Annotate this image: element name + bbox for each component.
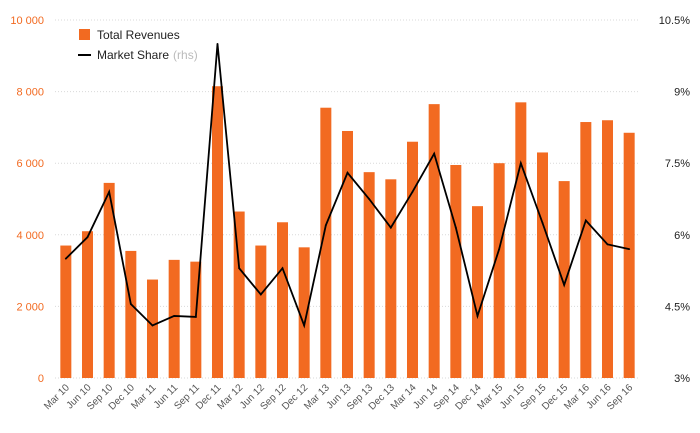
bar-sep-10 <box>103 182 115 378</box>
bar-jun-11 <box>168 259 180 378</box>
legend: Total Revenues Market Share (rhs) <box>78 28 198 62</box>
y2-tick-label-7-5-: 7.5% <box>665 158 690 170</box>
y2-tick-label-10-5-: 10.5% <box>659 15 690 27</box>
legend-label-total-revenues: Total Revenues <box>97 28 180 42</box>
bar-mar-15 <box>493 163 505 378</box>
bar-jun-14 <box>428 104 440 378</box>
y-tick-label-8-000: 8 000 <box>16 87 44 99</box>
line-point-dec-10 <box>129 303 132 305</box>
line-point-dec-15 <box>563 284 566 286</box>
line-point-dec-13 <box>389 226 392 229</box>
line-point-jun-10 <box>86 236 89 239</box>
bar-mar-13 <box>320 107 332 379</box>
x-tick-label-mar-11: Mar 11 <box>129 382 159 412</box>
line-point-mar-16 <box>584 219 587 222</box>
line-point-mar-11 <box>151 324 154 327</box>
bar-sep-15 <box>537 152 548 378</box>
line-point-jun-12 <box>259 293 262 296</box>
legend-swatch-total-revenues <box>79 29 90 40</box>
line-point-jun-15 <box>519 162 522 165</box>
line-point-jun-14 <box>433 152 436 155</box>
bar-sep-12 <box>277 222 288 378</box>
line-point-sep-16 <box>628 248 631 251</box>
legend-label-rhs: (rhs) <box>173 48 198 62</box>
bar-jun-10 <box>82 231 93 378</box>
bar-dec-14 <box>472 206 483 378</box>
line-point-dec-14 <box>476 315 479 317</box>
y-tick-label-6-000: 6 000 <box>16 158 44 170</box>
line-point-sep-10 <box>108 190 111 193</box>
bar-dec-10 <box>125 250 137 378</box>
bar-mar-10 <box>60 245 72 378</box>
bar-sep-14 <box>450 164 462 378</box>
bar-jun-16 <box>602 120 613 379</box>
line-point-sep-14 <box>454 226 457 229</box>
revenue-bars <box>60 86 635 379</box>
bar-dec-11 <box>212 86 223 378</box>
line-point-dec-11 <box>216 42 219 45</box>
bar-sep-13 <box>363 172 375 378</box>
bar-jun-15 <box>515 102 527 378</box>
bar-mar-11 <box>147 279 158 378</box>
y-tick-label-10-000: 10 000 <box>10 15 44 27</box>
line-point-dec-12 <box>303 324 306 327</box>
line-point-mar-14 <box>411 190 414 193</box>
legend-label-market-share: Market Share (rhs) <box>97 48 198 62</box>
line-point-jun-13 <box>346 171 349 174</box>
legend-label-market-share-name: Market Share <box>97 48 169 62</box>
line-point-sep-13 <box>368 198 371 200</box>
line-point-jun-16 <box>606 243 609 246</box>
y2-tick-label-3-: 3% <box>674 373 690 385</box>
market-share-line <box>64 42 631 329</box>
y2-tick-label-9-: 9% <box>674 87 690 99</box>
y-tick-label-4-000: 4 000 <box>16 230 44 242</box>
line-point-jun-11 <box>173 315 176 317</box>
bar-jun-12 <box>255 245 267 378</box>
bar-sep-16 <box>623 132 635 378</box>
bar-mar-16 <box>580 122 592 378</box>
bar-dec-13 <box>385 179 397 378</box>
bar-mar-12 <box>233 211 245 378</box>
line-point-mar-12 <box>238 267 241 270</box>
y-tick-label-2-000: 2 000 <box>16 301 44 313</box>
line-point-sep-15 <box>541 221 544 224</box>
bar-dec-12 <box>298 247 310 378</box>
bar-jun-13 <box>342 130 353 378</box>
y-tick-label-0: 0 <box>38 373 44 385</box>
bar-sep-11 <box>190 261 202 378</box>
left-axis-ticks: 0 2 000 4 000 6 000 8 000 10 000 <box>10 15 44 385</box>
line-point-sep-12 <box>281 267 284 270</box>
line-point-sep-11 <box>194 316 197 318</box>
y2-tick-label-4-5-: 4.5% <box>665 301 690 313</box>
bar-mar-14 <box>407 141 418 378</box>
right-axis-ticks: 3% 4.5% 6% 7.5% 9% 10.5% <box>659 15 690 385</box>
line-point-mar-15 <box>498 248 501 251</box>
line-point-mar-13 <box>324 224 327 227</box>
line-point-mar-10 <box>64 257 67 260</box>
y2-tick-label-6-: 6% <box>674 230 690 242</box>
bar-dec-15 <box>558 181 570 378</box>
